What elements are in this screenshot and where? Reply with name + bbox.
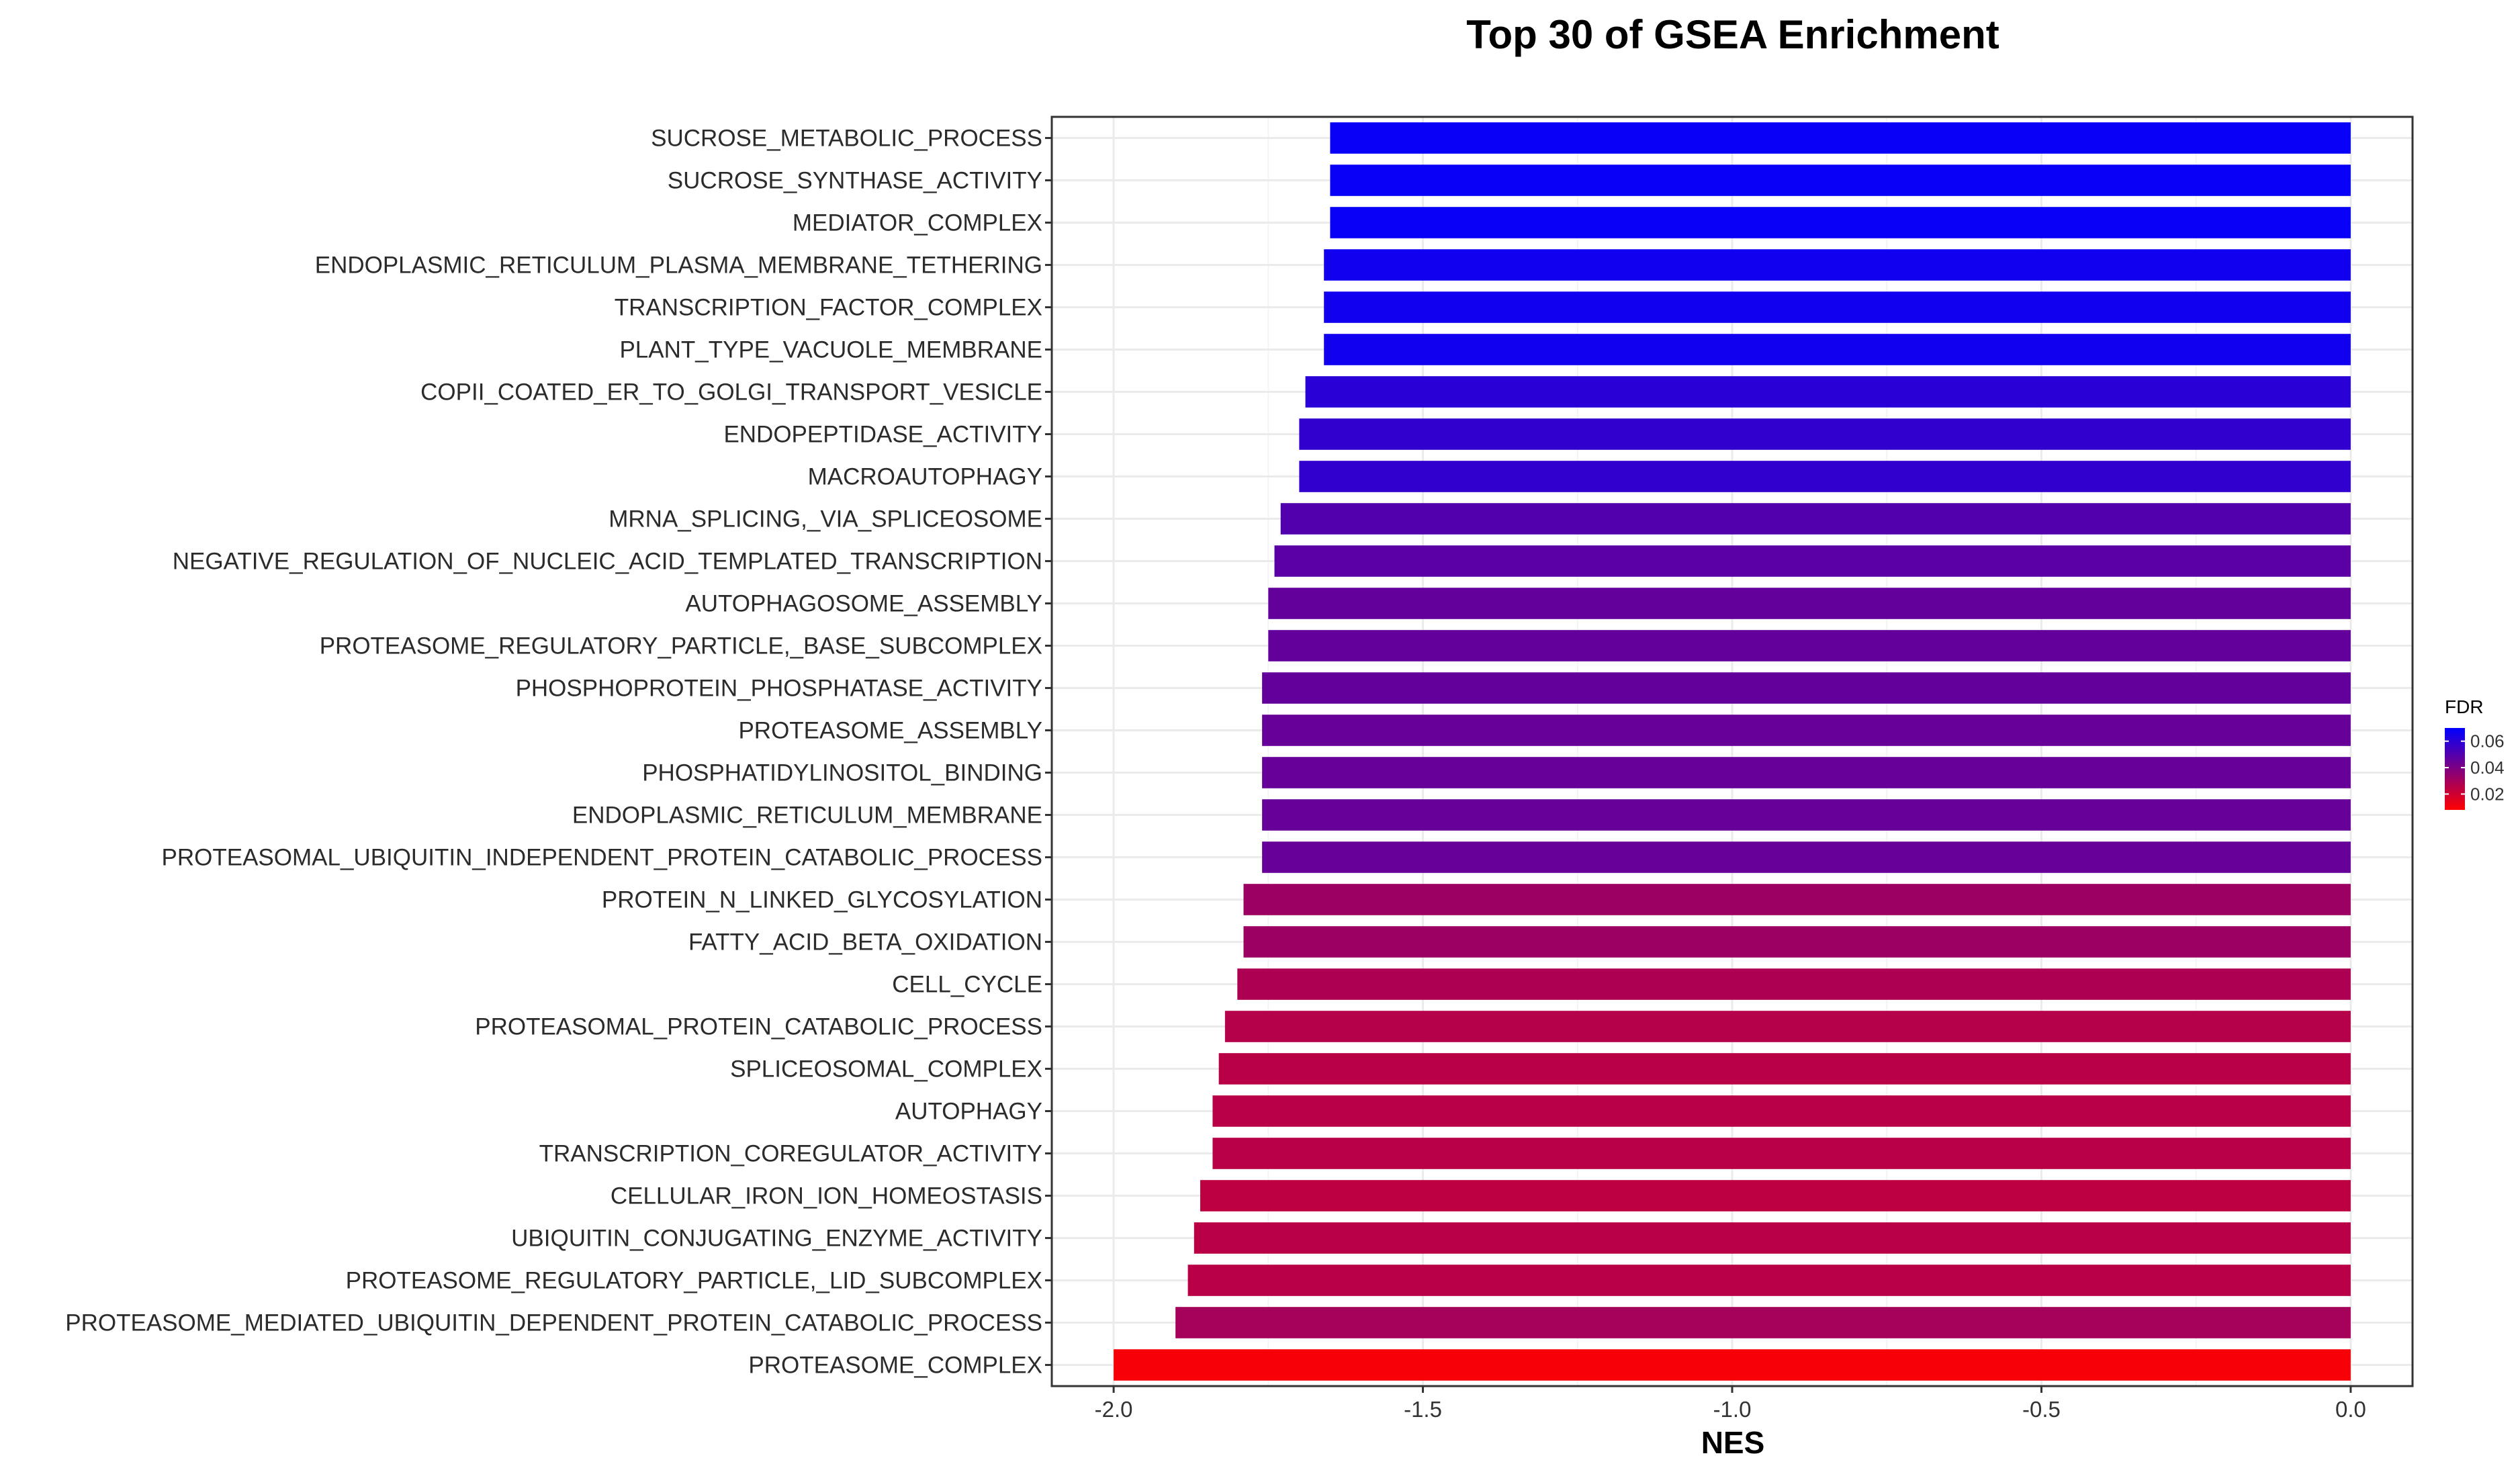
plot-panel: [1050, 116, 2414, 1387]
y-tick-label: TRANSCRIPTION_FACTOR_COMPLEX: [615, 295, 1042, 321]
bar-sucrose-synthase-activity: [1330, 165, 2351, 196]
bar-protein-n-linked-glycosylation: [1243, 884, 2351, 915]
y-tick-label: PROTEASOME_REGULATORY_PARTICLE,_BASE_SUB…: [320, 633, 1042, 659]
bar-cellular-iron-ion-homeostasis: [1200, 1180, 2351, 1211]
y-tick-label: MRNA_SPLICING,_VIA_SPLICEOSOME: [609, 506, 1042, 533]
x-axis: -2.0 -1.5 -1.0 -0.5 0.0: [1095, 1386, 2366, 1422]
x-axis-title: NES: [1701, 1425, 1765, 1460]
bar-macroautophagy: [1299, 461, 2351, 492]
bar-endopeptidase-activity: [1299, 418, 2351, 450]
legend-tick-label: 0.04: [2470, 758, 2505, 778]
bar-cell-cycle: [1237, 968, 2351, 1000]
bar-phosphatidylinositol-binding: [1262, 757, 2351, 788]
x-tick-label: 0.0: [2335, 1397, 2366, 1422]
bar-proteasome-mediated-ubiquitin-dependent-protein-catabolic-process: [1175, 1307, 2351, 1338]
y-tick-label: SPLICEOSOMAL_COMPLEX: [730, 1056, 1042, 1083]
bar-proteasomal-ubiquitin-independent-protein-catabolic-process: [1262, 841, 2351, 873]
y-tick-label: ENDOPLASMIC_RETICULUM_MEMBRANE: [572, 803, 1042, 829]
bar-spliceosomal-complex: [1218, 1053, 2351, 1085]
x-tick-label: -1.0: [1713, 1397, 1752, 1422]
bar-sucrose-metabolic-process: [1330, 122, 2351, 154]
y-axis: SUCROSE_METABOLIC_PROCESS SUCROSE_SYNTHAS…: [65, 126, 1052, 1379]
bar-proteasome-assembly: [1262, 715, 2351, 746]
y-tick-label: AUTOPHAGOSOME_ASSEMBLY: [685, 591, 1042, 617]
y-tick-label: PROTEIN_N_LINKED_GLYCOSYLATION: [602, 887, 1042, 913]
bar-transcription-coregulator-activity: [1212, 1138, 2351, 1169]
bar-copii-coated-er-to-golgi-transport-vesicle: [1305, 376, 2351, 408]
y-tick-label: TRANSCRIPTION_COREGULATOR_ACTIVITY: [539, 1141, 1042, 1167]
fdr-legend: FDR 0.06 0.04 0.02: [2445, 696, 2505, 810]
bars: [1114, 122, 2351, 1381]
x-tick-label: -2.0: [1095, 1397, 1133, 1422]
y-tick-label: MEDIATOR_COMPLEX: [793, 210, 1042, 236]
legend-tick-label: 0.02: [2470, 784, 2505, 804]
y-tick-label: SUCROSE_SYNTHASE_ACTIVITY: [668, 168, 1042, 194]
y-tick-label: PHOSPHOPROTEIN_PHOSPHATASE_ACTIVITY: [516, 676, 1042, 702]
y-tick-label: FATTY_ACID_BETA_OXIDATION: [688, 929, 1042, 956]
bar-transcription-factor-complex: [1324, 291, 2351, 323]
y-tick-label: UBIQUITIN_CONJUGATING_ENZYME_ACTIVITY: [511, 1226, 1042, 1252]
bar-endoplasmic-reticulum-plasma-membrane-tethering: [1324, 249, 2351, 281]
x-tick-label: -1.5: [1404, 1397, 1442, 1422]
bar-mediator-complex: [1330, 207, 2351, 238]
y-tick-label: PROTEASOME_REGULATORY_PARTICLE,_LID_SUBC…: [346, 1268, 1042, 1294]
x-tick-label: -0.5: [2022, 1397, 2061, 1422]
y-tick-label: CELL_CYCLE: [892, 972, 1042, 998]
y-tick-label: COPII_COATED_ER_TO_GOLGI_TRANSPORT_VESIC…: [420, 379, 1042, 406]
y-tick-label: PROTEASOME_MEDIATED_UBIQUITIN_DEPENDENT_…: [65, 1310, 1042, 1336]
bar-fatty-acid-beta-oxidation: [1243, 926, 2351, 958]
legend-colorbar: [2445, 728, 2465, 810]
y-tick-label: AUTOPHAGY: [895, 1099, 1042, 1125]
bar-proteasome-regulatory-particle-lid-subcomplex: [1187, 1265, 2351, 1296]
y-tick-label: MACROAUTOPHAGY: [808, 464, 1042, 490]
bar-negative-regulation-of-nucleic-acid-templated-transcription: [1274, 545, 2351, 577]
y-tick-label: PHOSPHATIDYLINOSITOL_BINDING: [642, 760, 1042, 786]
y-tick-label: CELLULAR_IRON_ION_HOMEOSTASIS: [611, 1183, 1042, 1209]
bar-ubiquitin-conjugating-enzyme-activity: [1194, 1222, 2351, 1254]
y-tick-label: PLANT_TYPE_VACUOLE_MEMBRANE: [619, 337, 1042, 363]
legend-tick-label: 0.06: [2470, 731, 2505, 751]
y-tick-label: PROTEASOMAL_PROTEIN_CATABOLIC_PROCESS: [475, 1014, 1042, 1040]
bar-plant-type-vacuole-membrane: [1324, 334, 2351, 365]
bar-proteasomal-protein-catabolic-process: [1224, 1011, 2351, 1042]
chart-title: Top 30 of GSEA Enrichment: [1466, 12, 1999, 57]
y-tick-label: PROTEASOME_ASSEMBLY: [738, 718, 1042, 744]
bar-proteasome-complex: [1114, 1349, 2351, 1381]
bar-endoplasmic-reticulum-membrane: [1262, 799, 2351, 831]
bar-phosphoprotein-phosphatase-activity: [1262, 672, 2351, 704]
bar-autophagy: [1212, 1095, 2351, 1127]
bar-proteasome-regulatory-particle-base-subcomplex: [1268, 630, 2351, 661]
bar-mrna-splicing-via-spliceosome: [1280, 503, 2351, 535]
y-tick-label: ENDOPLASMIC_RETICULUM_PLASMA_MEMBRANE_TE…: [315, 253, 1042, 279]
bar-autophagosome-assembly: [1268, 588, 2351, 619]
legend-title: FDR: [2445, 696, 2484, 717]
y-tick-label: SUCROSE_METABOLIC_PROCESS: [651, 126, 1042, 152]
y-tick-label: PROTEASOME_COMPLEX: [748, 1353, 1042, 1379]
y-tick-label: NEGATIVE_REGULATION_OF_NUCLEIC_ACID_TEMP…: [173, 549, 1042, 575]
y-tick-label: PROTEASOMAL_UBIQUITIN_INDEPENDENT_PROTEI…: [162, 845, 1043, 871]
y-tick-label: ENDOPEPTIDASE_ACTIVITY: [723, 422, 1042, 448]
